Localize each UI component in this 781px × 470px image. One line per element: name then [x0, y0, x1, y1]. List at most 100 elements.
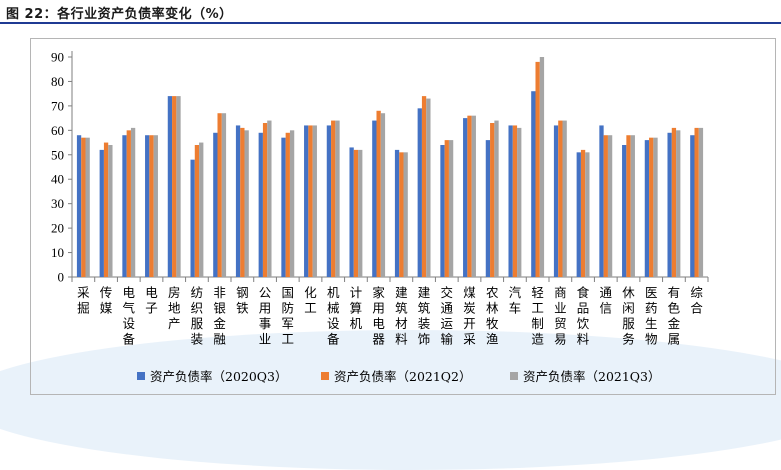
bar-series-1	[258, 132, 263, 277]
bar-series-1	[76, 135, 82, 277]
bar-series-1	[304, 125, 309, 277]
x-tick-label: 建筑装饰	[418, 285, 431, 347]
legend: 资产负债率（2020Q3） 资产负债率（2021Q2） 资产负债率（2021Q3…	[0, 366, 781, 386]
x-tick-label: 休闲服务	[622, 285, 635, 347]
bar-series-1	[531, 91, 536, 277]
bar-series-2	[103, 142, 109, 277]
legend-swatch-3	[510, 371, 518, 380]
y-tick-label: 40	[51, 172, 64, 187]
bar-series-2	[217, 113, 222, 277]
bar-series-1	[122, 135, 127, 277]
bar-series-2	[81, 137, 86, 277]
y-tick-label: 50	[51, 147, 64, 162]
y-tick-label: 80	[51, 74, 64, 89]
x-tick-labels: 采掘传媒电气设备电子房地产纺织服装非银金融钢铁公用事业国防军工化工机械设备计算机…	[77, 285, 703, 347]
bar-series-3	[221, 113, 227, 277]
plot-frame	[30, 38, 776, 395]
bar-series-2	[558, 120, 563, 277]
bar-series-1	[167, 96, 173, 277]
bar-series-3	[630, 135, 635, 277]
bar-series-2	[467, 115, 472, 277]
x-tick-label: 综合	[690, 285, 703, 316]
x-tick-label: 煤炭开采	[463, 285, 476, 347]
x-tick-label: 建筑材料	[395, 285, 408, 347]
x-tick-label: 医药生物	[645, 285, 658, 347]
x-tick-label: 房地产	[168, 285, 181, 331]
y-tick-label: 0	[58, 270, 65, 285]
x-tick-label: 采掘	[77, 285, 90, 316]
bar-series-1	[463, 118, 468, 277]
bar-series-1	[440, 145, 445, 277]
bar-series-1	[394, 149, 400, 277]
figure-title: 图 22：各行业资产负债率变化（%）	[6, 7, 233, 22]
bar-series-3	[539, 57, 545, 277]
y-tick-label: 70	[51, 98, 64, 113]
bar-series-1	[644, 140, 650, 277]
x-tick-label: 纺织服装	[191, 285, 204, 347]
bar-series-2	[512, 125, 518, 277]
bar-series-2	[149, 135, 154, 277]
bar-series-2	[421, 96, 427, 277]
legend-swatch-2	[321, 371, 329, 380]
bar-series-1	[508, 125, 513, 277]
bar-series-3	[358, 149, 363, 277]
bar-series-3	[289, 130, 295, 277]
bar-series-3	[653, 137, 658, 277]
bar-series-3	[607, 135, 613, 277]
legend-label-3: 资产负债率（2021Q3）	[523, 369, 661, 384]
bar-series-3	[676, 130, 681, 277]
x-tick-label: 汽车	[509, 285, 522, 316]
x-tick-label: 食品饮料	[577, 285, 590, 347]
bar-series-3	[471, 115, 476, 277]
x-tick-label: 计算机	[350, 285, 363, 331]
bar-series-2	[285, 132, 290, 277]
bar-series-1	[599, 125, 604, 277]
bar-series-3	[562, 120, 567, 277]
bar-series-1	[576, 152, 581, 277]
bar-series-3	[85, 137, 90, 277]
x-tick-label: 通信	[600, 285, 613, 316]
bar-series-3	[199, 142, 204, 277]
bar-series-1	[417, 108, 422, 277]
y-tick-label: 30	[51, 196, 64, 211]
bar-series-3	[335, 120, 340, 277]
y-tick-label: 90	[51, 50, 64, 65]
x-tick-label: 轻工制造	[531, 285, 544, 347]
x-tick-label: 商业贸易	[554, 285, 567, 347]
bar-series-2	[671, 127, 677, 277]
bar-series-3	[585, 152, 590, 277]
bar-series-2	[262, 123, 268, 277]
x-tick-label: 有色金属	[668, 285, 681, 347]
bar-series-2	[603, 135, 608, 277]
bar-series-3	[698, 127, 704, 277]
bar-series-2	[126, 130, 131, 277]
bar-series-2	[649, 137, 654, 277]
legend-label-2: 资产负债率（2021Q2）	[334, 369, 472, 384]
bar-series-3	[448, 140, 454, 277]
bar-series-3	[153, 135, 158, 277]
bar-series-1	[235, 125, 241, 277]
bar-series-3	[312, 125, 317, 277]
bar-series-2	[240, 127, 245, 277]
x-tick-label: 交通运输	[441, 285, 454, 347]
bar-series-1	[213, 132, 218, 277]
bar-series-1	[99, 149, 104, 277]
bar-series-3	[403, 152, 408, 277]
bar-chart: 采掘传媒电气设备电子房地产纺织服装非银金融钢铁公用事业国防军工化工机械设备计算机…	[51, 50, 709, 347]
bar-series-2	[535, 61, 540, 277]
bar-series-1	[372, 120, 377, 277]
bar-series-1	[326, 125, 332, 277]
bar-series-3	[517, 127, 522, 277]
legend-swatch-1	[137, 371, 145, 380]
x-tick-label: 传媒	[100, 285, 113, 316]
bar-series-1	[485, 140, 491, 277]
bar-series-3	[176, 96, 181, 277]
x-tick-label: 化工	[304, 285, 317, 316]
y-tick-label: 60	[51, 123, 64, 138]
legend-item-3: 资产负债率（2021Q3）	[510, 366, 661, 385]
bar-series-2	[444, 140, 449, 277]
bars	[76, 57, 704, 277]
bar-series-2	[490, 123, 495, 277]
bar-series-1	[190, 159, 195, 277]
bar-series-1	[667, 132, 672, 277]
